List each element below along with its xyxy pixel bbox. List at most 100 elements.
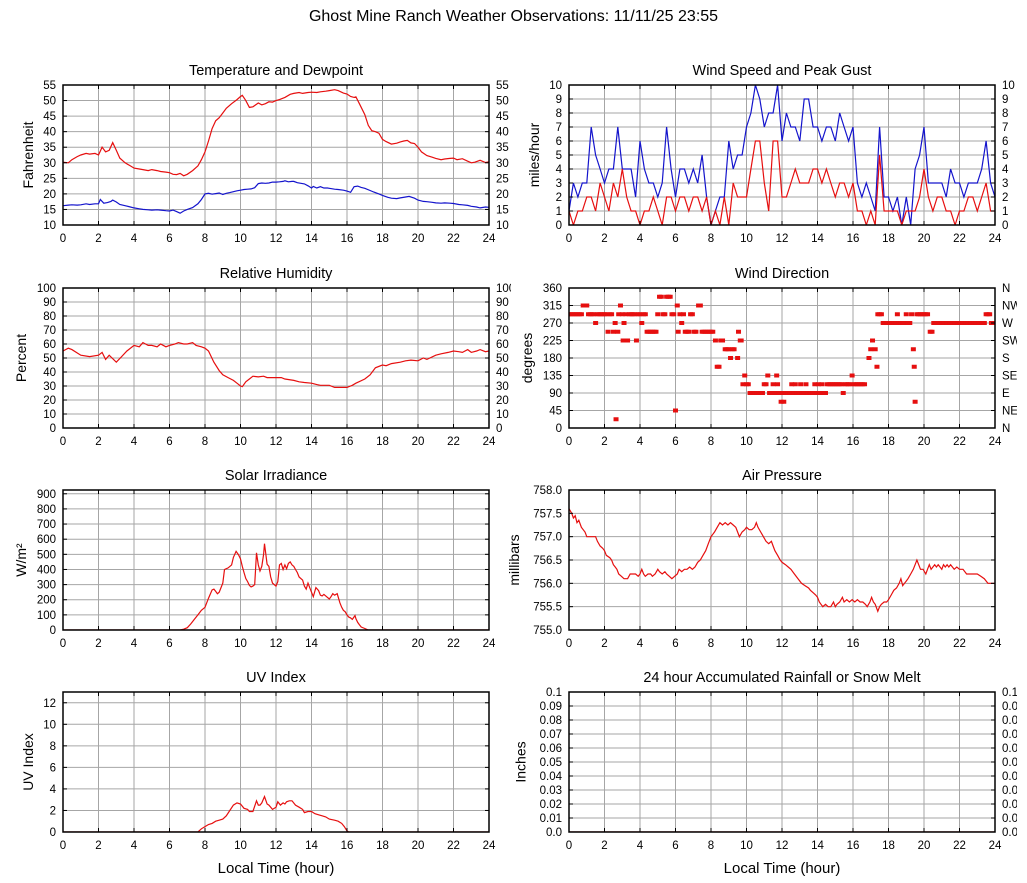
y-tick-label: 0.03 [540, 785, 562, 797]
y-tick-label-right: SE [1002, 371, 1017, 383]
x-tick-label: 4 [131, 840, 138, 852]
y-tick-label: 0.06 [540, 743, 562, 755]
x-tick-label: 0 [566, 840, 572, 852]
chart-title: Temperature and Dewpoint [189, 63, 363, 79]
x-axis-label: Local Time (hour) [218, 860, 335, 877]
y-tick-label: 20 [43, 189, 56, 201]
x-tick-label: 8 [708, 840, 714, 852]
x-tick-label: 14 [811, 840, 824, 852]
y-tick-label: 5 [556, 150, 562, 162]
x-tick-label: 14 [305, 638, 318, 650]
y-tick-label-right: 10 [496, 409, 509, 421]
x-tick-label: 6 [672, 638, 678, 650]
chart-rainfall: 24 hour Accumulated Rainfall or Snow Mel… [507, 662, 1025, 883]
y-tick-label-right: E [1002, 388, 1010, 400]
y-tick-label-right: 0.02 [1002, 799, 1017, 811]
y-tick-label-right: W [1002, 318, 1013, 330]
series-peak-gust [569, 85, 995, 225]
series-wind-speed [569, 140, 995, 225]
x-tick-label: 10 [234, 840, 247, 852]
x-tick-label: 10 [234, 638, 247, 650]
x-tick-label: 18 [376, 436, 389, 448]
y-tick-label: 25 [43, 173, 56, 185]
y-tick-label: 0.07 [540, 729, 562, 741]
x-tick-label: 2 [95, 840, 101, 852]
y-tick-label-right: 100 [496, 283, 511, 295]
y-tick-label: 4 [556, 164, 563, 176]
y-tick-label: 758.0 [533, 485, 562, 497]
x-tick-label: 2 [601, 840, 607, 852]
y-tick-label: 1 [556, 206, 562, 218]
x-tick-label: 4 [637, 233, 644, 245]
y-tick-label-right: 0.0 [1002, 827, 1017, 839]
x-tick-label: 0 [60, 436, 66, 448]
series-temperature [63, 89, 489, 177]
x-tick-label: 24 [989, 840, 1002, 852]
x-tick-label: 10 [740, 436, 753, 448]
y-tick-label-right: N [1002, 423, 1010, 435]
y-tick-label: 400 [37, 564, 56, 576]
series-pressure [569, 508, 995, 613]
y-tick-label-right: 30 [496, 158, 509, 170]
x-tick-label: 0 [566, 436, 572, 448]
y-tick-label: 0.09 [540, 701, 562, 713]
y-tick-label: 0 [556, 423, 562, 435]
x-tick-label: 8 [708, 638, 714, 650]
y-tick-label-right: 30 [496, 381, 509, 393]
page-title: Ghost Mine Ranch Weather Observations: 1… [308, 8, 719, 25]
x-tick-label: 10 [740, 233, 753, 245]
series-dewpoint [63, 180, 489, 214]
y-tick-label: 40 [43, 367, 56, 379]
x-tick-label: 14 [305, 233, 318, 245]
y-tick-label: 756.5 [533, 555, 562, 567]
y-tick-label: 4 [50, 784, 57, 796]
x-tick-label: 12 [776, 638, 789, 650]
x-tick-label: 18 [882, 840, 895, 852]
x-tick-label: 22 [447, 436, 460, 448]
x-tick-label: 6 [672, 436, 678, 448]
x-tick-label: 10 [234, 436, 247, 448]
y-tick-label-right: 60 [496, 339, 509, 351]
y-tick-label-right: N [1002, 283, 1010, 295]
y-tick-label: 757.0 [533, 532, 562, 544]
x-tick-label: 22 [953, 638, 966, 650]
x-tick-label: 8 [202, 638, 208, 650]
y-tick-label-right: 20 [496, 395, 509, 407]
y-tick-label-right: 5 [1002, 150, 1008, 162]
y-tick-label-right: 50 [496, 96, 509, 108]
y-tick-label-right: 9 [1002, 94, 1008, 106]
y-axis-label: degrees [519, 333, 535, 384]
x-tick-label: 24 [483, 233, 496, 245]
y-tick-label-right: 0.03 [1002, 785, 1017, 797]
y-tick-label: 15 [43, 204, 56, 216]
y-tick-label: 80 [43, 311, 56, 323]
x-tick-label: 6 [166, 638, 172, 650]
x-tick-label: 16 [341, 233, 354, 245]
y-tick-label: 10 [43, 409, 56, 421]
x-tick-label: 24 [483, 840, 496, 852]
y-tick-label-right: NW [1002, 301, 1017, 313]
chart-wind-speed-gust: Wind Speed and Peak Gust 0 0 1 1 2 2 3 3 4 4 5 5 6 6 7 7… [507, 55, 1017, 263]
y-tick-label: 30 [43, 381, 56, 393]
y-tick-label-right: 0.1 [1002, 687, 1017, 699]
y-tick-label: 3 [556, 178, 562, 190]
series-irradiance [63, 543, 489, 630]
x-tick-label: 20 [918, 638, 931, 650]
x-tick-label: 12 [776, 233, 789, 245]
x-tick-label: 0 [566, 638, 572, 650]
y-tick-label-right: 15 [496, 204, 509, 216]
x-tick-label: 2 [95, 233, 101, 245]
x-tick-label: 16 [847, 840, 860, 852]
x-tick-label: 16 [847, 638, 860, 650]
y-tick-label-right: 10 [496, 220, 509, 232]
y-tick-label: 55 [43, 80, 56, 92]
y-tick-label: 50 [43, 96, 56, 108]
y-tick-label-right: 0.07 [1002, 729, 1017, 741]
x-tick-label: 24 [989, 638, 1002, 650]
y-tick-label-right: 0.04 [1002, 771, 1017, 783]
y-tick-label: 0 [50, 827, 56, 839]
x-tick-label: 2 [95, 638, 101, 650]
x-tick-label: 10 [740, 638, 753, 650]
y-axis-label: millibars [507, 534, 522, 585]
